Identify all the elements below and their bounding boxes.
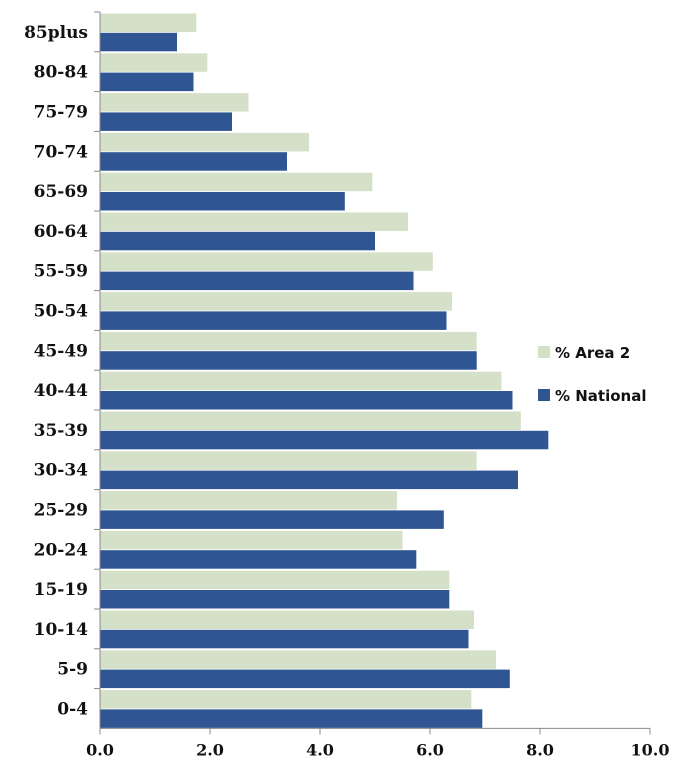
legend: % Area 2 % National — [538, 344, 647, 405]
bar-area-2-40-44 — [100, 371, 502, 391]
bar-area-2-45-49 — [100, 331, 477, 351]
bar-area-2-0-4 — [100, 690, 472, 709]
bar-national-85plus — [100, 32, 177, 52]
bar-national-35-39 — [100, 430, 549, 450]
bar-area-2-10-14 — [100, 610, 474, 629]
bar-area-2-70-74 — [100, 132, 309, 152]
bar-area-2-5-9 — [100, 650, 496, 669]
legend-swatch-national — [538, 389, 550, 401]
bar-area-2-35-39 — [100, 411, 521, 430]
bar-national-5-9 — [100, 669, 510, 689]
category-label: 25-29 — [34, 501, 88, 521]
bar-national-0-4 — [100, 709, 483, 728]
bar-national-70-74 — [100, 152, 287, 171]
bar-national-65-69 — [100, 192, 345, 211]
bar-national-10-14 — [100, 629, 469, 649]
category-label: 40-44 — [34, 381, 89, 401]
bar-area-2-55-59 — [100, 252, 433, 271]
category-labels-group: 85plus 80-84 75-79 70-74 65-69 60-64 55-59 50-5… — [24, 23, 88, 720]
x-tick-label: 10.0 — [631, 740, 670, 759]
legend-label-area-2: % Area 2 — [555, 344, 630, 362]
bar-area-2-25-29 — [100, 491, 397, 510]
category-label: 70-74 — [34, 142, 89, 162]
bar-area-2-85plus — [100, 13, 197, 32]
x-tick-labels-group: 0.0 2.0 4.0 6.0 8.0 10.0 — [86, 740, 669, 759]
x-tick-label: 2.0 — [196, 740, 224, 759]
bar-area-2-20-24 — [100, 530, 403, 550]
category-label: 55-59 — [34, 262, 88, 282]
bar-national-60-64 — [100, 231, 375, 251]
x-tick-label: 4.0 — [306, 740, 334, 759]
category-label: 60-64 — [34, 222, 89, 242]
bar-area-2-60-64 — [100, 212, 408, 231]
category-label: 20-24 — [34, 540, 89, 560]
bar-national-50-54 — [100, 311, 447, 330]
category-label: 30-34 — [34, 461, 89, 481]
bar-national-75-79 — [100, 112, 232, 131]
category-label: 35-39 — [34, 421, 88, 441]
bar-national-80-84 — [100, 72, 194, 92]
x-tick-label: 8.0 — [526, 740, 554, 759]
category-label: 45-49 — [34, 341, 88, 361]
bar-area-2-75-79 — [100, 93, 249, 112]
bar-area-2-50-54 — [100, 292, 452, 311]
bar-area-2-65-69 — [100, 172, 373, 192]
bar-national-20-24 — [100, 550, 417, 569]
bar-national-25-29 — [100, 510, 444, 529]
category-label: 5-9 — [57, 660, 88, 680]
bar-area-2-15-19 — [100, 570, 450, 590]
category-label: 85plus — [24, 23, 88, 43]
category-label: 0-4 — [57, 700, 88, 720]
legend-label-national: % National — [555, 387, 647, 405]
category-label: 15-19 — [34, 580, 88, 600]
ticks-group — [94, 11, 651, 735]
legend-swatch-area-2 — [538, 346, 550, 358]
category-label: 10-14 — [34, 620, 89, 640]
x-tick-label: 6.0 — [416, 740, 444, 759]
bar-area-2-80-84 — [100, 53, 208, 72]
category-label: 80-84 — [34, 63, 89, 83]
x-tick-label: 0.0 — [86, 740, 114, 759]
bar-national-40-44 — [100, 391, 513, 410]
bar-national-55-59 — [100, 271, 414, 291]
category-label: 75-79 — [34, 103, 88, 123]
bars-group — [100, 13, 549, 728]
category-label: 65-69 — [34, 182, 88, 202]
bar-national-15-19 — [100, 590, 450, 609]
bar-national-30-34 — [100, 470, 518, 490]
bar-area-2-30-34 — [100, 451, 477, 470]
bar-national-45-49 — [100, 351, 477, 370]
category-label: 50-54 — [34, 302, 89, 322]
